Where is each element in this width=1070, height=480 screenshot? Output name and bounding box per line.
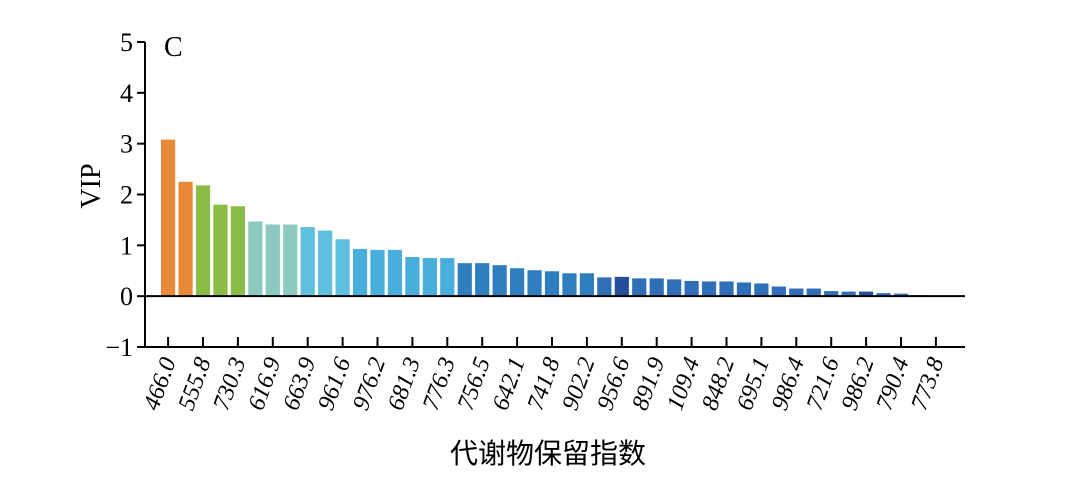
y-tick-label: 4 [120,79,133,108]
bar-36 [771,286,786,297]
bar-1 [161,139,176,297]
bar-31 [684,280,699,297]
y-axis-title: VIP [76,163,107,208]
x-axis-title: 代谢物保留指数 [450,437,646,470]
bar-16 [422,258,437,297]
bar-29 [649,278,664,297]
bar-22 [527,270,542,297]
bar-10 [318,230,333,297]
y-tick-label: 1 [120,231,133,260]
y-tick-label: −1 [105,333,133,362]
bar-5 [230,206,245,297]
axes-group [144,42,965,348]
bar-9 [300,227,315,297]
bar-3 [195,185,211,297]
bar-28 [632,278,647,297]
y-tick-label: 3 [120,130,133,159]
bar-19 [475,263,490,297]
bar-41 [859,291,874,297]
bar-17 [440,258,455,297]
bar-27 [614,276,629,297]
bar-40 [841,291,856,297]
bar-30 [667,279,682,297]
bar-23 [544,271,560,297]
y-tick-label: 0 [120,282,133,311]
y-tick-label: 2 [120,181,133,210]
bar-21 [510,268,525,297]
bar-42 [876,293,891,297]
bar-39 [824,291,839,297]
bar-4 [213,204,228,297]
y-tick-label: 5 [120,28,133,57]
bar-33 [719,281,734,297]
y-ticks-group: 5 4 3 2 1 0 −1 [105,28,145,362]
bar-2 [178,181,193,297]
bar-15 [405,257,420,297]
bar-32 [701,281,717,297]
bar-13 [370,249,385,297]
bar-14 [387,249,403,297]
bar-37 [789,288,804,297]
bar-35 [754,283,769,297]
bar-6 [248,221,263,297]
bar-11 [335,239,350,297]
bar-38 [806,288,821,297]
bar-34 [736,282,752,297]
bar-26 [597,277,612,297]
bar-18 [457,263,472,297]
bar-24 [562,273,577,297]
bar-25 [579,273,594,297]
bar-12 [352,248,368,297]
bar-43 [893,293,909,297]
x-ticks-group: 466.0555.8730.3616.9663.9961.6976.2681.3… [139,337,950,414]
panel-label: C [164,32,183,63]
bar-8 [283,224,298,297]
bar-20 [492,265,507,297]
bar-7 [265,224,280,297]
bars-group [161,139,961,297]
